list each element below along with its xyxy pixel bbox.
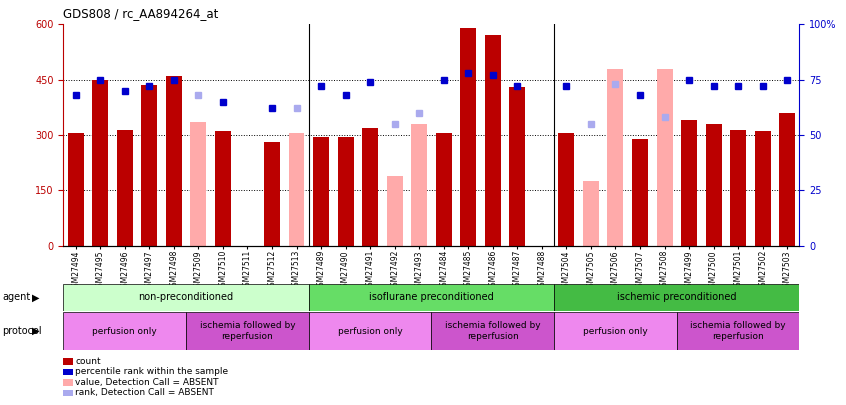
Bar [558, 133, 574, 246]
Bar [485, 35, 501, 246]
Bar [362, 128, 378, 246]
Bar [436, 133, 452, 246]
Text: ▶: ▶ [32, 292, 40, 303]
Bar [264, 143, 280, 246]
Bar [677, 312, 799, 350]
Text: perfusion only: perfusion only [338, 326, 403, 336]
Bar [338, 137, 354, 246]
Bar [755, 131, 771, 246]
Bar [141, 85, 157, 246]
Bar [554, 312, 677, 350]
Text: percentile rank within the sample: percentile rank within the sample [75, 367, 228, 376]
Bar [68, 133, 84, 246]
Bar [288, 133, 305, 246]
Bar [411, 124, 427, 246]
Bar [460, 28, 476, 246]
Bar [779, 113, 795, 246]
Bar [583, 181, 599, 246]
Text: rank, Detection Call = ABSENT: rank, Detection Call = ABSENT [75, 388, 214, 397]
Bar [730, 130, 746, 246]
Bar [63, 312, 186, 350]
Text: ischemia followed by
reperfusion: ischemia followed by reperfusion [200, 322, 295, 341]
Text: non-preconditioned: non-preconditioned [139, 292, 233, 303]
Bar [554, 284, 799, 311]
Text: ischemia followed by
reperfusion: ischemia followed by reperfusion [690, 322, 786, 341]
Text: isoflurane preconditioned: isoflurane preconditioned [369, 292, 494, 303]
Text: ischemic preconditioned: ischemic preconditioned [617, 292, 737, 303]
Text: GDS808 / rc_AA894264_at: GDS808 / rc_AA894264_at [63, 7, 219, 20]
Text: protocol: protocol [3, 326, 42, 336]
Bar [309, 312, 431, 350]
Bar [632, 139, 648, 246]
Bar [656, 68, 673, 246]
Bar [166, 76, 182, 246]
Bar [92, 80, 108, 246]
Text: count: count [75, 357, 101, 366]
Bar [387, 176, 403, 246]
Bar [309, 284, 554, 311]
Bar [706, 124, 722, 246]
Text: ▶: ▶ [32, 326, 40, 336]
Text: ischemia followed by
reperfusion: ischemia followed by reperfusion [445, 322, 541, 341]
Bar [215, 131, 231, 246]
Bar [117, 130, 133, 246]
Text: perfusion only: perfusion only [92, 326, 157, 336]
Bar [63, 284, 309, 311]
Text: agent: agent [3, 292, 30, 303]
Text: perfusion only: perfusion only [583, 326, 648, 336]
Text: value, Detection Call = ABSENT: value, Detection Call = ABSENT [75, 378, 219, 387]
Bar [607, 68, 624, 246]
Bar [313, 137, 329, 246]
Bar [509, 87, 525, 246]
Bar [681, 120, 697, 246]
Bar [431, 312, 554, 350]
Bar [190, 122, 206, 246]
Bar [186, 312, 309, 350]
